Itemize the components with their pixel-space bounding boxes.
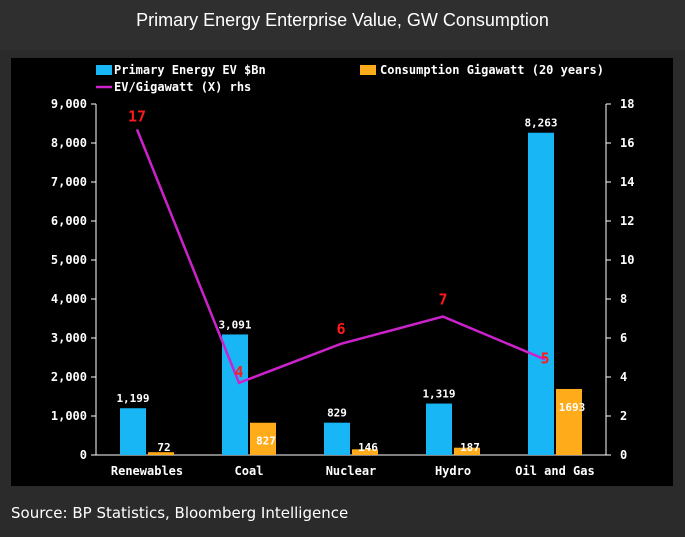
bar-ev — [528, 132, 554, 456]
y-left-tick-label: 1,000 — [51, 409, 87, 423]
legend-ev-label: Primary Energy EV $Bn — [114, 63, 266, 77]
y-left-tick-label: 7,000 — [51, 175, 87, 189]
x-tick-label: Renewables — [111, 464, 183, 478]
legend-gw-swatch — [360, 65, 376, 75]
x-tick-label: Oil and Gas — [515, 464, 594, 478]
bar-ev-label: 8,263 — [524, 117, 557, 130]
y-left-tick-label: 2,000 — [51, 370, 87, 384]
bar-gw-label: 146 — [358, 441, 378, 454]
y-right-tick-label: 10 — [620, 253, 634, 267]
ratio-label: 17 — [128, 107, 146, 125]
y-right-tick-label: 8 — [620, 292, 627, 306]
y-left-tick-label: 6,000 — [51, 214, 87, 228]
bar-gw-label: 72 — [157, 441, 170, 454]
y-left-tick-label: 0 — [80, 448, 87, 462]
bar-gw — [352, 449, 378, 455]
title-bar: Primary Energy Enterprise Value, GW Cons… — [0, 0, 685, 50]
legend-ratio-label: EV/Gigawatt (X) rhs — [114, 80, 251, 94]
bar-ev-label: 829 — [327, 407, 347, 420]
ratio-line — [135, 128, 546, 385]
ratio-label: 7 — [438, 291, 447, 309]
bar-gw-label: 187 — [460, 441, 480, 454]
source-note: Source: BP Statistics, Bloomberg Intelli… — [11, 504, 349, 522]
bar-ev — [120, 408, 146, 455]
x-tick-label: Coal — [235, 464, 264, 478]
y-left-tick-label: 3,000 — [51, 331, 87, 345]
y-right-tick-label: 0 — [620, 448, 627, 462]
legend-gw-label: Consumption Gigawatt (20 years) — [380, 63, 604, 77]
y-right-tick-label: 2 — [620, 409, 627, 423]
bar-ev-label: 1,319 — [422, 388, 455, 401]
bar-ev — [426, 403, 452, 455]
y-right-tick-label: 18 — [620, 97, 634, 111]
ratio-label: 6 — [336, 320, 345, 338]
ratio-label: 4 — [234, 363, 243, 381]
y-left-tick-label: 8,000 — [51, 136, 87, 150]
y-right-tick-label: 12 — [620, 214, 634, 228]
chart-title: Primary Energy Enterprise Value, GW Cons… — [136, 10, 549, 30]
bar-gw-label: 827 — [256, 435, 276, 448]
ratio-label: 5 — [540, 349, 549, 367]
y-left-tick-label: 4,000 — [51, 292, 87, 306]
bar-gw — [454, 447, 480, 455]
legend-ev-swatch — [96, 65, 112, 75]
bar-gw — [148, 452, 174, 455]
bar-gw — [250, 422, 276, 455]
x-tick-label: Nuclear — [326, 464, 377, 478]
y-left-tick-label: 5,000 — [51, 253, 87, 267]
bar-ev-label: 1,199 — [116, 392, 149, 405]
bar-gw-label: 1693 — [559, 401, 586, 414]
y-right-tick-label: 4 — [620, 370, 627, 384]
bar-ev-label: 3,091 — [218, 318, 251, 331]
y-right-tick-label: 14 — [620, 175, 634, 189]
y-right-tick-label: 16 — [620, 136, 634, 150]
bar-ev — [324, 422, 350, 455]
x-tick-label: Hydro — [435, 464, 471, 478]
bar-gw — [556, 388, 582, 455]
y-left-tick-label: 9,000 — [51, 97, 87, 111]
y-right-tick-label: 6 — [620, 331, 627, 345]
